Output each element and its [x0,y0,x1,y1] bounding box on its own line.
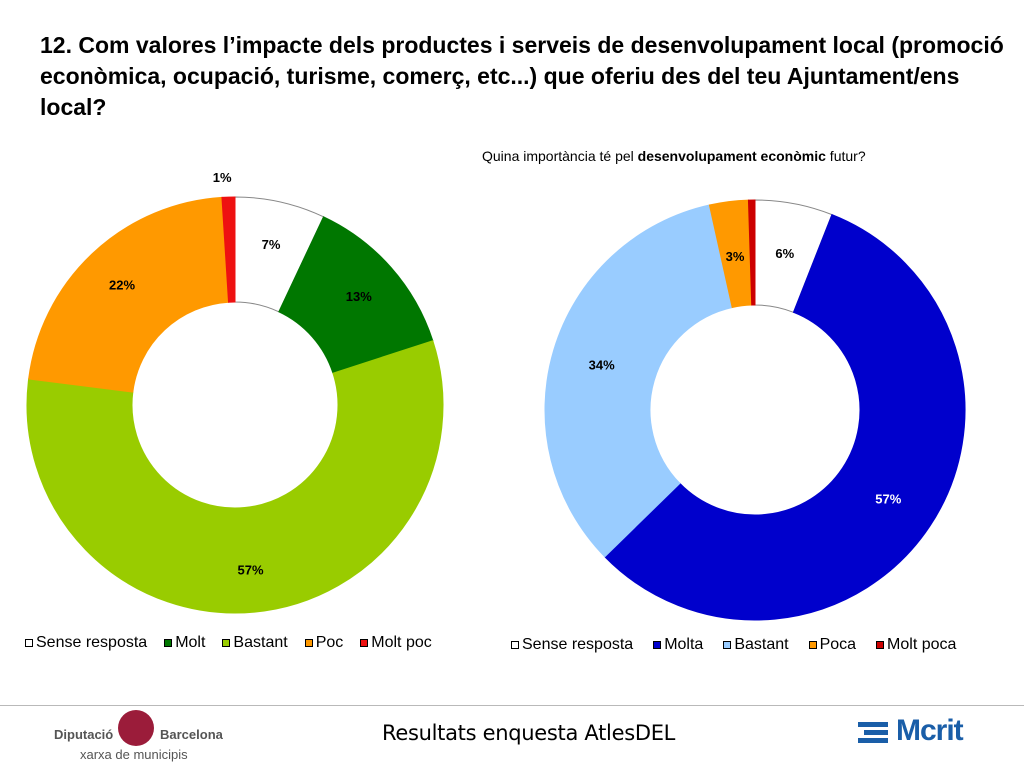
chart2-label-0: 6% [775,246,794,261]
chart2-slice-2 [544,204,733,558]
chart2-title-bold: desenvolupament econòmic [637,148,826,164]
legend-swatch [653,641,662,649]
chart1-label-3: 22% [109,278,135,293]
diputacio-logo-sub: xarxa de municipis [80,747,188,762]
legend-swatch [723,641,732,649]
chart2-legend-item-0: Sense resposta [511,636,633,654]
chart2-legend-item-3: Poca [808,636,857,654]
chart1-slice-4 [221,196,236,303]
legend-swatch [511,641,519,649]
chart1-legend: Sense resposta Molt Bastant Poc Molt poc [25,634,432,652]
chart1-label-0: 7% [262,237,281,252]
chart2-title: Quina importància té pel desenvolupament… [482,148,866,164]
legend-label: Molt [175,634,206,651]
legend-swatch [164,639,173,647]
footer-divider [0,705,1024,706]
diputacio-logo-name1: Diputació [54,727,114,742]
mcrit-logo-text: Mcrit [896,714,964,747]
chart1-slice-3 [28,196,230,393]
diputacio-seal-icon [118,710,154,746]
legend-swatch [25,639,33,647]
chart2-label-1: 57% [875,492,901,507]
chart1-label-2: 57% [238,562,264,577]
legend-label: Sense resposta [36,634,148,651]
mcrit-logo-icon [858,722,888,743]
footer-title: Resultats enquesta AtlesDEL [382,721,676,745]
legend-label: Poc [315,634,344,651]
chart2-legend-item-1: Molta [653,636,703,654]
diputacio-logo-name2: Barcelona [160,727,223,742]
chart2-label-2: 34% [589,357,615,372]
chart2-title-suffix: futur? [825,148,866,164]
chart1-slice-1 [278,216,434,374]
legend-label: Molta [664,636,704,653]
legend-swatch [304,639,313,647]
legend-swatch [360,639,369,647]
chart2-label-3: 3% [726,249,745,264]
chart1-legend-item-0: Sense resposta [25,634,147,652]
legend-label: Poca [819,636,857,653]
chart1-legend-item-3: Poc [304,634,344,652]
chart2-title-prefix: Quina importància té pel [482,148,638,164]
legend-label: Molt poca [887,636,957,653]
chart2-legend-item-4: Molt poca [876,636,956,654]
chart1-label-4: 1% [213,170,232,185]
chart1-legend-item-2: Bastant [222,634,288,652]
donut-charts: 7% 13% 57% 22% 1% 6% 57% 34% 3% [26,170,966,621]
chart1-legend-item-1: Molt [164,634,205,652]
chart1-label-1: 13% [346,289,372,304]
legend-label: Sense resposta [522,636,634,653]
chart2-legend-item-2: Bastant [723,636,789,654]
chart2-legend: Sense resposta Molta Bastant Poca Molt poca [511,636,956,654]
legend-swatch [222,639,231,647]
legend-label: Bastant [233,634,288,651]
legend-swatch [876,641,885,649]
chart1-slice-2 [26,340,444,614]
chart2-slice-1 [604,213,966,621]
legend-label: Molt poc [371,634,432,651]
chart2-slice-4 [747,199,756,306]
page-title: 12. Com valores l’impacte dels productes… [40,32,1004,120]
legend-label: Bastant [734,636,789,653]
legend-swatch [808,641,817,649]
chart1-legend-item-4: Molt poc [360,634,432,652]
